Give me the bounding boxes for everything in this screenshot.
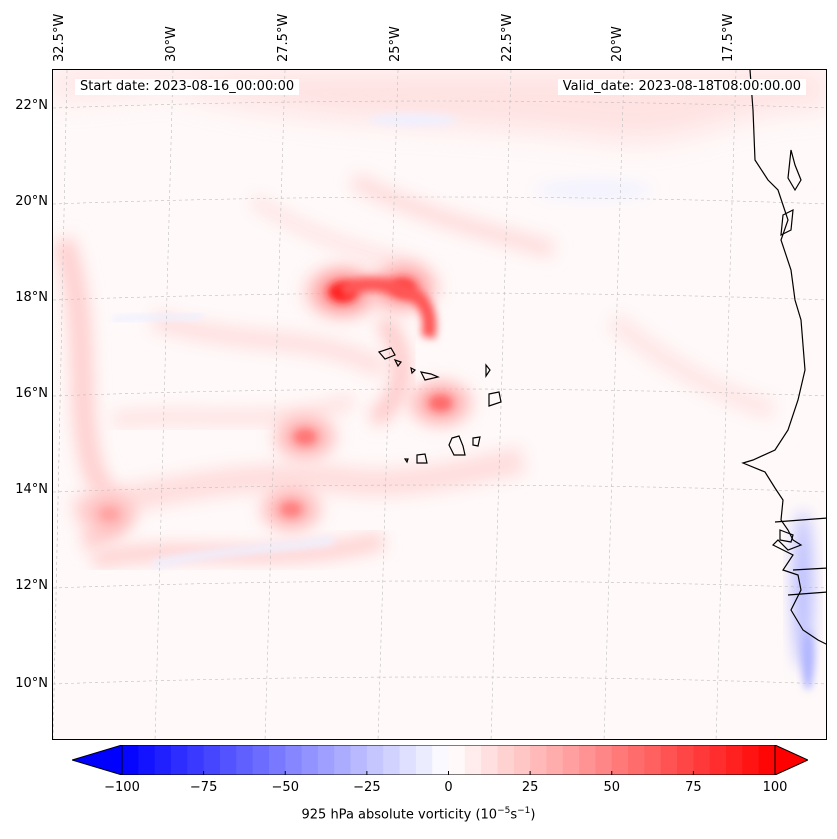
lat-label: 10°N	[15, 676, 48, 691]
colorbar-tick-label: −75	[189, 780, 218, 795]
colorbar	[72, 745, 808, 775]
colorbar-cell	[530, 745, 547, 775]
colorbar-cell	[432, 745, 449, 775]
colorbar-cell	[252, 745, 270, 775]
lat-label: 18°N	[15, 290, 48, 305]
colorbar-tick-label: −25	[353, 780, 381, 795]
colorbar-cell	[236, 745, 254, 775]
vorticity-arc	[338, 277, 437, 339]
lon-label: 30°W	[164, 26, 179, 62]
colorbar-tick-label: 50	[603, 780, 621, 795]
vorticity-maxima	[80, 260, 474, 535]
colorbar-cell	[709, 745, 727, 775]
colorbar-tick-label: −100	[104, 780, 140, 795]
colorbar-cell	[448, 745, 466, 775]
cape-verde-islands	[377, 347, 502, 464]
colorbar-cell	[481, 745, 498, 775]
coastline	[741, 70, 826, 645]
colorbar-tick-label: 25	[521, 780, 539, 795]
colorbar-cell	[579, 745, 596, 775]
colorbar-cell	[170, 745, 188, 775]
colorbar-tick-label: −50	[271, 780, 299, 795]
colorbar-cell	[366, 745, 384, 775]
colorbar-cell	[219, 745, 237, 775]
lat-label: 16°N	[15, 386, 48, 401]
colorbar-cell	[726, 745, 743, 775]
colorbar-cell	[562, 745, 580, 775]
colorbar-cell	[693, 745, 711, 775]
colorbar-cell	[758, 745, 776, 775]
vorticity-maximum-5	[80, 493, 138, 535]
colorbar-cell	[301, 745, 319, 775]
lon-label: 17.5°W	[721, 13, 736, 62]
colorbar-cell	[497, 745, 515, 775]
colorbar-cell	[350, 745, 368, 775]
valid-date-label: Valid_date: 2023-08-18T08:00:00.00	[557, 79, 806, 95]
colorbar-outline	[121, 745, 776, 775]
colorbar-cell	[203, 745, 221, 775]
colorbar-cell	[628, 745, 645, 775]
vorticity-map	[53, 70, 826, 739]
colorbar-cell	[513, 745, 531, 775]
colorbar-cell	[383, 745, 401, 775]
lon-label: 22.5°W	[500, 13, 515, 62]
graticule	[53, 70, 826, 739]
vorticity-maximum-3	[272, 413, 338, 461]
colorbar-label: 925 hPa absolute vorticity (10−5s−1)	[301, 806, 536, 823]
colorbar-cell	[154, 745, 172, 775]
colorbar-tick-label: 100	[762, 780, 788, 795]
lon-label: 32.5°W	[52, 13, 67, 62]
vorticity-maximum-2	[407, 379, 474, 428]
colorbar-cell	[122, 745, 139, 775]
colorbar-tick-label: 75	[685, 780, 702, 795]
colorbar-cell	[677, 745, 694, 775]
colorbar-cell	[595, 745, 613, 775]
colorbar-cell	[268, 745, 286, 775]
colorbar-cell	[464, 745, 482, 775]
vorticity-maximum-4	[259, 486, 323, 533]
lat-label: 12°N	[15, 578, 48, 593]
colorbar-cell	[399, 745, 417, 775]
map-panel: Start date: 2023-08-16_00:00:00 Valid_da…	[52, 69, 827, 740]
colorbar-cell	[546, 745, 564, 775]
colorbar-cell	[138, 745, 156, 775]
lat-label: 20°N	[15, 194, 48, 209]
lon-label: 20°W	[610, 26, 625, 62]
lon-label: 27.5°W	[276, 13, 291, 62]
colorbar-cell	[317, 745, 335, 775]
lat-label: 14°N	[15, 482, 48, 497]
colorbar-cell	[285, 745, 303, 775]
colorbar-cell	[742, 745, 760, 775]
start-date-label: Start date: 2023-08-16_00:00:00	[75, 79, 300, 95]
colorbar-min-arrow	[72, 745, 123, 775]
colorbar-cell	[611, 745, 629, 775]
colorbar-tick-label: 0	[444, 780, 453, 795]
lat-label: 22°N	[15, 98, 48, 113]
colorbar-cell	[334, 745, 352, 775]
colorbar-cell	[644, 745, 662, 775]
lon-label: 25°W	[388, 26, 403, 62]
colorbar-cell	[415, 745, 433, 775]
colorbar-cell	[660, 745, 678, 775]
colorbar-cell	[187, 745, 205, 775]
colorbar-max-arrow	[774, 745, 808, 775]
